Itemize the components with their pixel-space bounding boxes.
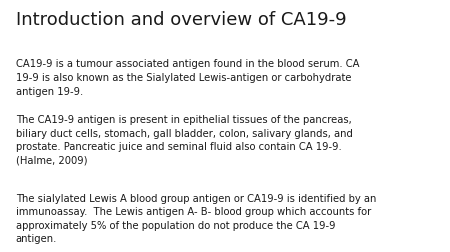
Text: Introduction and overview of CA19-9: Introduction and overview of CA19-9	[16, 11, 346, 29]
Text: The CA19-9 antigen is present in epithelial tissues of the pancreas,
biliary duc: The CA19-9 antigen is present in epithel…	[16, 115, 353, 165]
Text: CA19-9 is a tumour associated antigen found in the blood serum. CA
19-9 is also : CA19-9 is a tumour associated antigen fo…	[16, 59, 359, 96]
Text: The sialylated Lewis A blood group antigen or CA19-9 is identified by an
immunoa: The sialylated Lewis A blood group antig…	[16, 193, 376, 243]
